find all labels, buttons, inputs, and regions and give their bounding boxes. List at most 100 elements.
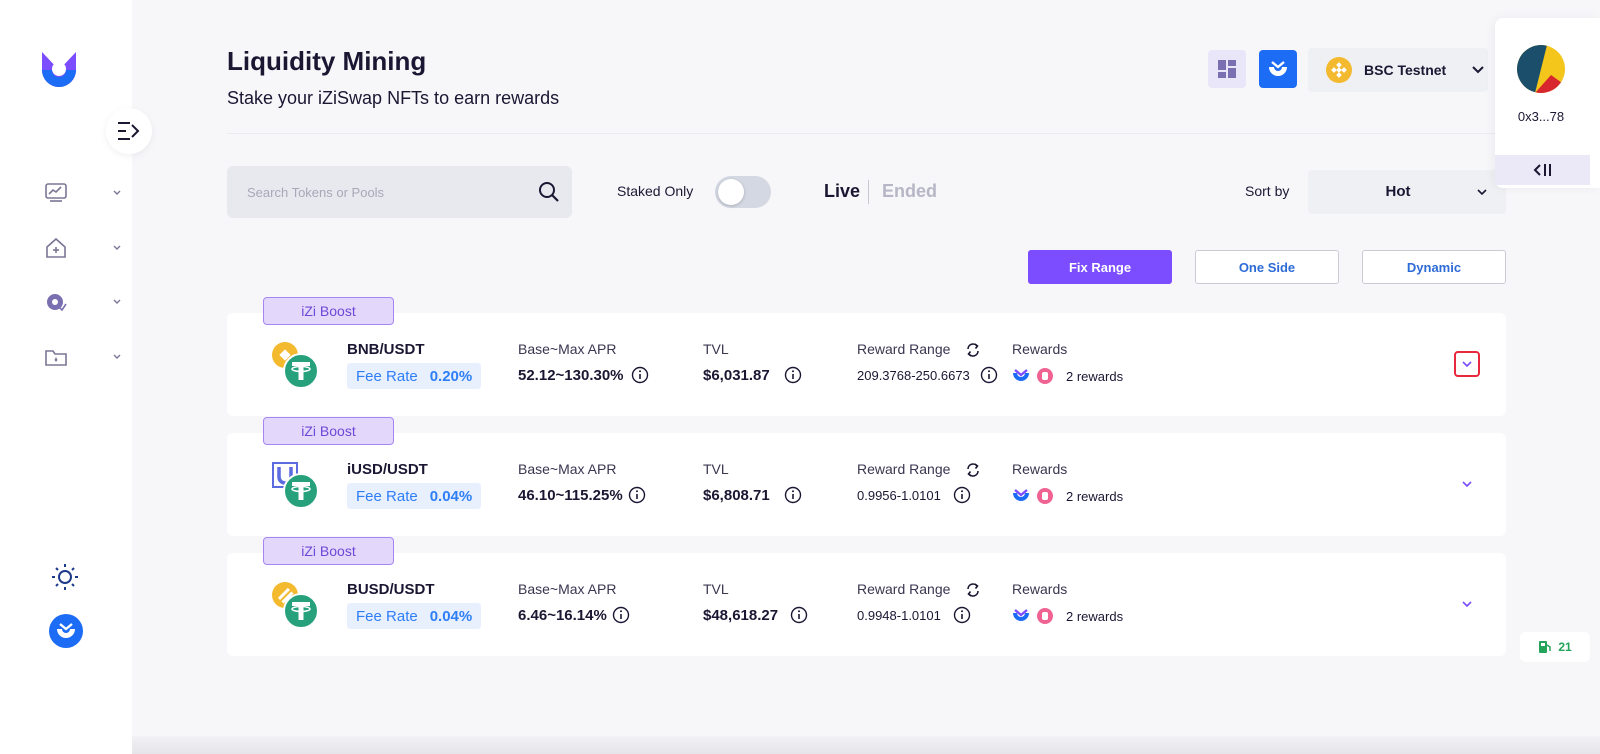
pool-row[interactable]: iZi Boost BNB/USDT Fee Rate 0.20% Base~M… — [227, 297, 1506, 416]
rewards-count: 2 rewards — [1066, 368, 1124, 384]
pair-name: BUSD/USDT — [347, 581, 435, 598]
token-pair-icons — [271, 461, 321, 511]
izi-icon — [57, 623, 75, 638]
sidebar-item-mining[interactable] — [44, 290, 122, 314]
rewards-group: 2 rewards — [1012, 487, 1123, 505]
info-icon[interactable] — [790, 606, 808, 624]
wallet-address[interactable]: 0x3...78 — [1517, 109, 1565, 124]
expand-pool-button[interactable] — [1454, 351, 1480, 377]
refresh-icon[interactable] — [965, 462, 981, 478]
apr-value: 6.46~16.14% — [518, 606, 607, 624]
trade-icon — [45, 183, 67, 202]
fee-rate-pill: Fee Rate 0.20% — [347, 363, 482, 389]
menu-collapse-icon — [118, 122, 140, 140]
network-label: BSC Testnet — [1364, 62, 1447, 78]
bnb-icon — [1326, 57, 1352, 83]
rewards-label: Rewards — [1012, 341, 1068, 357]
one-side-button[interactable]: One Side — [1195, 250, 1339, 284]
reward-range-value: 0.9956-1.0101 — [857, 487, 941, 503]
usdt-icon — [283, 593, 319, 629]
sort-value: Hot — [1385, 183, 1411, 200]
rewards-label: Rewards — [1012, 461, 1068, 477]
pair-name: iUSD/USDT — [347, 461, 428, 478]
info-icon[interactable] — [631, 366, 649, 384]
chevron-down-icon — [1462, 481, 1472, 488]
logo-icon[interactable] — [38, 48, 80, 92]
pool-row[interactable]: iZi Boost BUSD/USDT Fee Rate 0.04% Base~… — [227, 537, 1506, 656]
pool-row[interactable]: iZi Boost iUSD/USDT Fee Rate 0.04% Base~… — [227, 417, 1506, 536]
izi-boost-badge: iZi Boost — [263, 297, 394, 325]
refresh-icon[interactable] — [965, 342, 981, 358]
fee-rate-value: 0.20% — [429, 367, 473, 385]
chevron-down-icon — [113, 190, 121, 195]
staked-only-toggle[interactable] — [715, 176, 771, 208]
rewards-group: 2 rewards — [1012, 607, 1123, 625]
tab-ended[interactable]: Ended — [882, 181, 938, 201]
rewards-label: Rewards — [1012, 581, 1068, 597]
page-subtitle: Stake your iZiSwap NFTs to earn rewards — [227, 88, 560, 108]
izi-reward-icon — [1013, 489, 1029, 501]
expand-pool-button[interactable] — [1454, 591, 1480, 617]
dashboard-button[interactable] — [1208, 50, 1246, 88]
sidebar-collapse-button[interactable] — [106, 108, 152, 154]
mining-icon — [47, 294, 67, 312]
sidebar-item-trade[interactable] — [44, 181, 122, 205]
rewards-count: 2 rewards — [1066, 488, 1124, 504]
sidebar-item-liquidity[interactable] — [44, 236, 122, 260]
gas-price-badge[interactable]: 21 — [1520, 632, 1590, 662]
fee-rate-pill: Fee Rate 0.04% — [347, 483, 482, 509]
reward-range-value-group: 0.9948-1.0101 — [857, 606, 971, 624]
tvl-value: $6,031.87 — [703, 366, 770, 384]
info-icon[interactable] — [612, 606, 630, 624]
wallet-avatar[interactable] — [1517, 45, 1565, 93]
info-icon[interactable] — [784, 486, 802, 504]
info-icon[interactable] — [980, 366, 998, 384]
liquidity-icon — [46, 237, 66, 258]
header-divider — [227, 133, 1507, 134]
izi-app-button[interactable] — [1259, 50, 1297, 88]
tvl-value-group: $48,618.27 — [703, 606, 808, 624]
tvl-label: TVL — [703, 581, 729, 597]
reward-range-value-group: 209.3768-250.6673 — [857, 366, 998, 384]
network-selector[interactable]: BSC Testnet — [1308, 48, 1488, 92]
token-pair-icons — [271, 581, 321, 631]
tab-live[interactable]: Live — [824, 181, 861, 201]
collapse-panel-icon — [1533, 164, 1551, 176]
reward-range-value-group: 0.9956-1.0101 — [857, 486, 971, 504]
izi-token-button[interactable] — [49, 614, 83, 648]
refresh-icon[interactable] — [965, 582, 981, 598]
info-icon[interactable] — [953, 486, 971, 504]
dynamic-button[interactable]: Dynamic — [1362, 250, 1506, 284]
chevron-down-icon — [113, 354, 121, 359]
info-icon[interactable] — [784, 366, 802, 384]
portfolio-icon — [45, 350, 67, 366]
theme-toggle-button[interactable] — [50, 562, 80, 592]
info-icon[interactable] — [953, 606, 971, 624]
token-pair-icons — [271, 341, 321, 391]
izi-reward-icon — [1013, 369, 1029, 381]
rewards-count: 2 rewards — [1066, 608, 1124, 624]
pink-reward-icon — [1037, 368, 1053, 384]
info-icon[interactable] — [628, 486, 646, 504]
rewards-group: 2 rewards — [1012, 367, 1123, 385]
fix-range-button[interactable]: Fix Range — [1028, 250, 1172, 284]
expand-pool-button[interactable] — [1454, 471, 1480, 497]
apr-label: Base~Max APR — [518, 461, 617, 477]
fee-rate-label: Fee Rate — [356, 487, 418, 505]
wallet-collapse-button[interactable] — [1495, 155, 1590, 185]
toggle-knob — [718, 179, 744, 205]
apr-value-group: 6.46~16.14% — [518, 606, 630, 624]
search-icon[interactable] — [537, 180, 561, 204]
search-input[interactable] — [247, 182, 517, 202]
chevron-down-icon — [1477, 189, 1487, 196]
usdt-icon — [283, 353, 319, 389]
sidebar-item-portfolio[interactable] — [44, 345, 122, 369]
fee-rate-value: 0.04% — [429, 487, 473, 505]
tvl-value: $48,618.27 — [703, 606, 779, 624]
reward-range-value: 0.9948-1.0101 — [857, 607, 941, 623]
page-title: Liquidity Mining — [227, 46, 427, 76]
pink-reward-icon — [1037, 488, 1053, 504]
usdt-icon — [283, 473, 319, 509]
sort-select[interactable]: Hot — [1308, 170, 1506, 214]
grid-icon — [1218, 60, 1236, 78]
